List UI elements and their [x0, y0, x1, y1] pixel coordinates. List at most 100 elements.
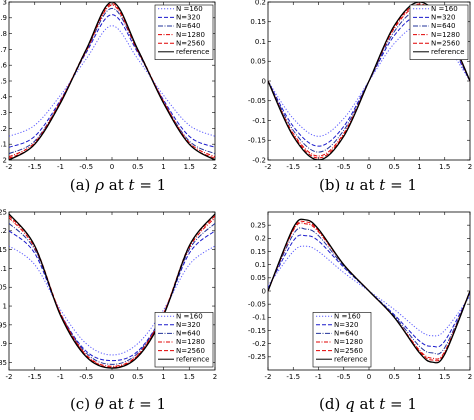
legend-label: N=640: [334, 330, 358, 338]
legend-label: reference: [176, 48, 209, 56]
y-tick-label: 0.2: [255, 235, 266, 243]
x-tick-label: -2: [6, 163, 13, 171]
legend-label: reference: [334, 355, 367, 363]
y-tick-label: -0.25: [248, 353, 266, 361]
x-tick-label: -0.5: [337, 163, 351, 171]
y-tick-label: 1.2: [0, 227, 7, 235]
series-line: [9, 245, 215, 356]
x-tick-label: 2: [213, 373, 217, 381]
x-tick-label: -1.5: [286, 163, 300, 171]
y-tick-label: -0.15: [248, 327, 266, 335]
legend-label: N=2560: [431, 39, 460, 47]
y-tick-label: 0.25: [250, 222, 266, 230]
legend-label: N=320: [176, 14, 200, 22]
legend-label: N =160: [431, 5, 458, 13]
x-tick-label: -1: [57, 373, 64, 381]
legend-label: N =160: [176, 312, 203, 320]
x-tick-label: 1: [417, 373, 421, 381]
legend-label: N=2560: [176, 347, 205, 355]
y-tick-label: -0.1: [252, 314, 266, 322]
y-tick-label: 0.95: [0, 321, 7, 329]
x-tick-label: 1.5: [184, 163, 195, 171]
y-tick-label: 0.85: [0, 359, 7, 367]
x-tick-label: 2: [468, 373, 472, 381]
y-tick-label: 3: [3, 0, 7, 6]
x-tick-label: 1.5: [439, 373, 450, 381]
y-tick-label: 0.15: [250, 18, 266, 26]
y-tick-label: 2.3: [0, 109, 7, 117]
panel-caption: (b) u at t = 1: [319, 176, 417, 194]
legend-label: N=1280: [431, 31, 460, 39]
x-tick-label: 1: [161, 163, 165, 171]
legend-label: N=2560: [334, 347, 363, 355]
y-tick-label: 0: [262, 77, 266, 85]
legend-box: [312, 312, 372, 368]
y-tick-label: -0.2: [252, 156, 266, 164]
series-line: [268, 245, 470, 337]
y-tick-label: 0.1: [255, 38, 266, 46]
x-tick-label: 0: [367, 373, 371, 381]
series-line: [268, 222, 470, 360]
y-tick-label: 2.5: [0, 77, 7, 85]
legend-label: N=320: [334, 321, 358, 329]
x-tick-label: -0.5: [337, 373, 351, 381]
y-tick-label: 1.15: [0, 246, 7, 254]
x-tick-label: -1: [315, 163, 322, 171]
y-tick-label: 1.05: [0, 284, 7, 292]
legend-label: N=320: [431, 14, 455, 22]
y-tick-label: -0.15: [248, 137, 266, 145]
x-tick-label: -2: [265, 163, 272, 171]
y-tick-label: -0.05: [248, 97, 266, 105]
series-line: [9, 7, 215, 155]
x-tick-label: 0.5: [132, 373, 143, 381]
y-tick-label: 2.8: [0, 30, 7, 38]
legend-label: N=2560: [176, 39, 205, 47]
y-tick-label: 0.05: [250, 58, 266, 66]
x-tick-label: -1.5: [28, 163, 42, 171]
x-tick-label: 0.5: [389, 373, 400, 381]
x-tick-label: -1.5: [28, 373, 42, 381]
panel-caption: (d) q at t = 1: [319, 395, 417, 413]
x-tick-label: 2: [468, 163, 472, 171]
panel-a: -2 -1.5 -1 -0.5 0 0.5 1 1.5 2 2 2.1 2.2 2.3 2.4 2.5 2.6…: [0, 0, 217, 194]
x-tick-label: -2: [6, 373, 13, 381]
x-tick-label: 0.5: [132, 163, 143, 171]
x-tick-label: 1.5: [439, 163, 450, 171]
legend-box: [409, 4, 469, 60]
legend-label: N =160: [334, 312, 361, 320]
y-tick-label: -0.1: [252, 117, 266, 125]
legend-label: N=1280: [176, 338, 205, 346]
legend-label: N=640: [176, 330, 200, 338]
y-tick-label: 0.1: [255, 261, 266, 269]
y-tick-label: 1.25: [0, 208, 7, 216]
x-tick-label: 1.5: [184, 373, 195, 381]
series-line: [9, 213, 215, 369]
x-tick-label: -2: [265, 373, 272, 381]
y-tick-label: 2.9: [0, 14, 7, 22]
legend-label: N=1280: [176, 31, 205, 39]
x-tick-label: 0.5: [389, 163, 400, 171]
x-tick-label: 0: [110, 373, 114, 381]
legend-label: reference: [431, 48, 464, 56]
y-tick-label: 0: [262, 287, 266, 295]
y-tick-label: 0.2: [255, 0, 266, 6]
x-tick-label: -0.5: [79, 373, 93, 381]
panel-caption: (a) ρ at t = 1: [70, 176, 166, 194]
y-tick-label: 2.4: [0, 93, 8, 101]
y-tick-label: 2.1: [0, 141, 7, 149]
panel-c: -2 -1.5 -1 -0.5 0 0.5 1 1.5 2 0.85 0.9 0.95 1 1.05 1.1…: [0, 208, 217, 413]
x-tick-label: 0: [367, 163, 371, 171]
panel-b: -2 -1.5 -1 -0.5 0 0.5 1 1.5 2 -0.2 -0.15 -0.1 -0.05 0…: [248, 0, 472, 194]
series-line: [9, 2, 215, 160]
y-tick-label: 0.9: [0, 340, 7, 348]
legend-label: N=640: [176, 22, 200, 30]
x-tick-label: -1: [315, 373, 322, 381]
legend-label: N=640: [431, 22, 455, 30]
x-tick-label: 1: [417, 163, 421, 171]
series-line: [9, 230, 215, 362]
y-tick-label: 2.6: [0, 62, 8, 70]
y-tick-label: 1: [3, 302, 7, 310]
